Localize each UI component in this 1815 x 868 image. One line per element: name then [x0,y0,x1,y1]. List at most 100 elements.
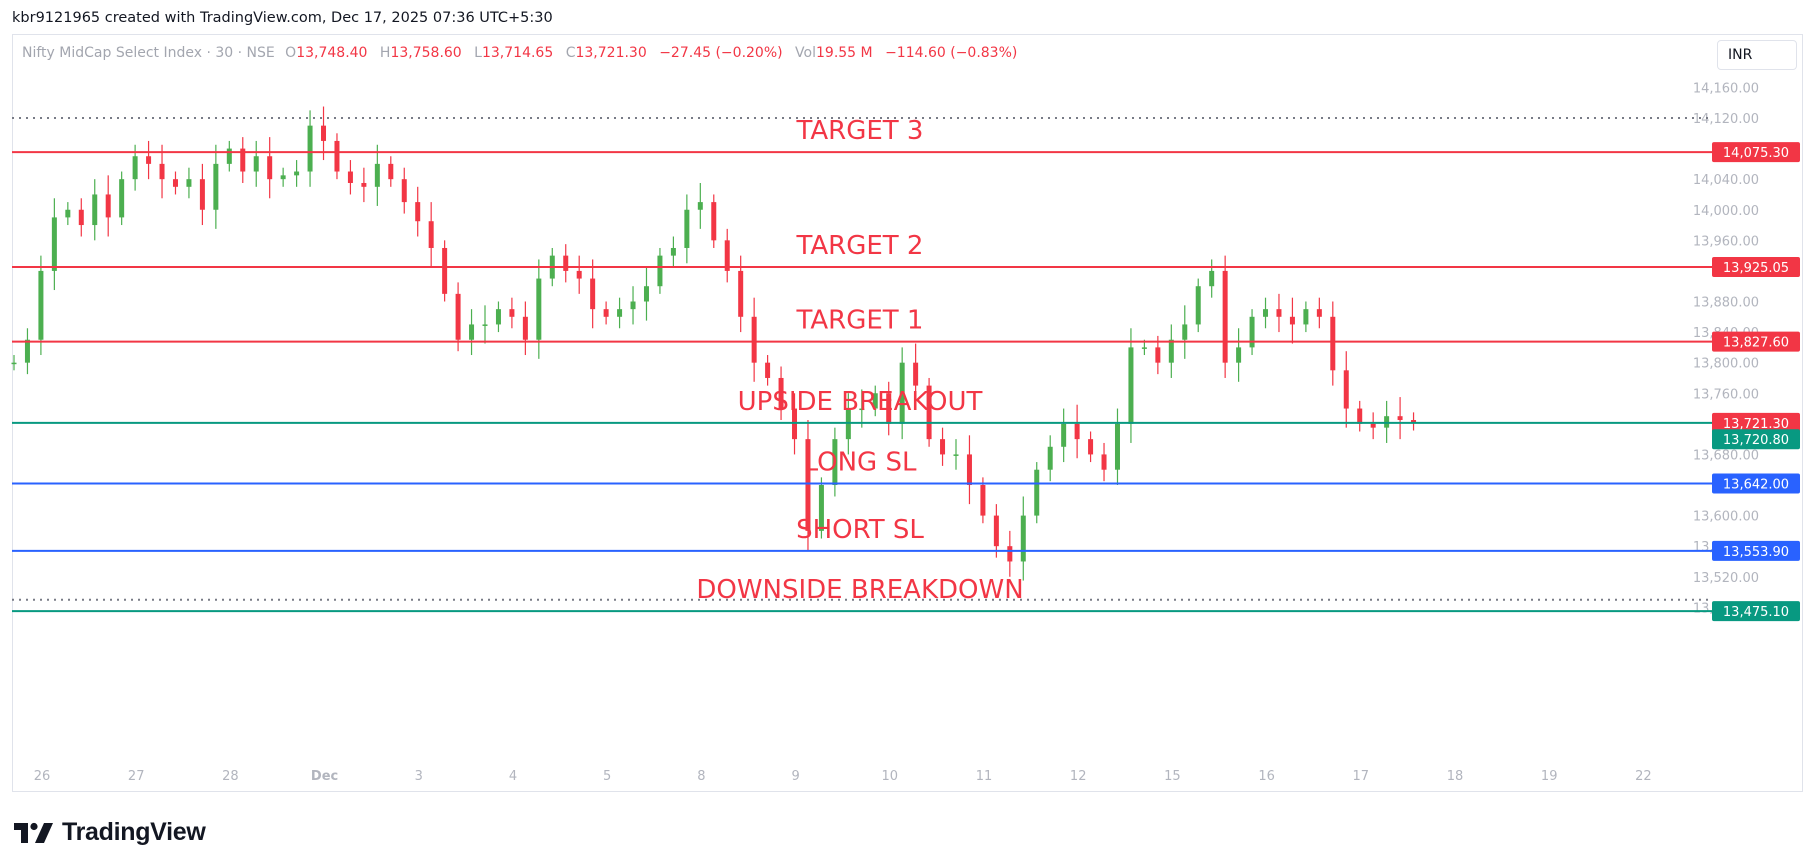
x-tick-label: 18 [1447,769,1464,784]
candle-body [980,485,986,516]
candle-body [1195,286,1201,325]
candle-body [280,175,286,180]
candle-body [159,163,165,180]
candle-body [307,125,313,172]
candle-body [805,439,811,531]
y-tick-label: 13,800.00 [1693,357,1759,372]
open-value: 13,748.40 [296,45,368,61]
candle-body [832,439,838,486]
candle-body [186,179,192,187]
y-tick-label: 14,120.00 [1693,112,1759,127]
y-tick-label: 13,680.00 [1693,448,1759,463]
level-annotation: TARGET 1 [796,306,924,336]
price-tag [1712,257,1800,278]
candle-body [361,182,367,187]
x-tick-label: 11 [976,769,993,784]
low-value: 13,714.65 [481,45,554,61]
level-annotation: DOWNSIDE BREAKDOWN [696,575,1023,605]
candle-body [630,301,636,310]
candle-body [374,163,380,187]
candle-body [199,179,205,210]
candle-body [603,309,609,317]
volume-label: Vol [795,45,816,61]
candle-body [940,439,946,455]
candle-body [1101,454,1107,470]
symbol-legend: Nifty MidCap Select Index · 30 · NSE O13… [22,45,1025,61]
x-tick-label: 26 [34,769,51,784]
level-annotation: SHORT SL [796,515,924,545]
candle-body [226,148,232,164]
candle-body [886,393,892,424]
price-tag [1712,473,1800,494]
candle-body [1155,347,1161,363]
x-tick-label: 3 [415,769,423,784]
price-tag-label: 13,642.00 [1723,477,1789,492]
chart-frame[interactable] [12,34,1803,792]
price-tag [1712,601,1800,622]
open-label: O [285,45,297,61]
candle-body [428,221,434,248]
brand-name: TradingView [62,818,206,846]
candle-body [1236,347,1242,363]
candle-body [146,156,152,164]
candle-body [818,485,824,531]
candle-body [670,247,676,256]
candle-body [51,217,57,271]
x-tick-label: Dec [311,769,338,784]
x-tick-label: 9 [791,769,799,784]
x-tick-label: 8 [697,769,705,784]
price-tag-label: 13,475.10 [1723,605,1789,620]
candle-body [38,270,44,340]
candle-body [859,408,865,411]
high-value: 13,758.60 [390,45,462,61]
tradingview-logo-icon [14,822,53,843]
close-label: C [565,45,576,61]
candle-body [495,309,501,325]
candle-body [1276,309,1282,317]
price-tag-label: 13,827.60 [1723,336,1789,351]
price-tag [1712,412,1800,433]
symbol-name[interactable]: Nifty MidCap Select Index · 30 · NSE [22,45,275,61]
x-tick-label: 28 [222,769,239,784]
price-tag [1712,429,1800,450]
candle-body [1343,370,1349,409]
candle-body [765,362,771,378]
candle-body [522,316,528,340]
candle-body [1411,420,1417,423]
candle-body [24,339,30,363]
candle-body [388,163,394,180]
x-tick-label: 19 [1541,769,1558,784]
x-tick-label: 4 [509,769,517,784]
candle-body [1128,347,1134,424]
candle-body [1114,423,1120,470]
candle-body [65,209,71,218]
candle-body [401,179,407,203]
candle-body [1209,270,1215,287]
candle-body [684,209,690,248]
price-tag [1712,142,1800,163]
candle-body [78,209,84,226]
candle-body [119,179,125,218]
y-tick-label: 14,160.00 [1693,81,1759,96]
y-tick-label: 13,600.00 [1693,510,1759,525]
candle-body [11,362,17,365]
candle-body [1289,316,1295,325]
candle-body [1357,408,1363,424]
candle-body [1316,309,1322,317]
candle-body [926,385,932,440]
currency-button[interactable]: INR [1717,40,1797,70]
candle-body [482,324,488,326]
candle-body [92,194,98,226]
candle-body [576,270,582,279]
candle-body [1141,347,1147,349]
candle-body [347,171,353,183]
level-annotation: UPSIDE BREAKOUT [738,387,983,417]
candle-body [711,202,717,241]
y-tick-label: 14,000.00 [1693,204,1759,219]
x-tick-label: 16 [1258,769,1275,784]
x-tick-label: 12 [1070,769,1087,784]
candle-body [1088,439,1094,455]
candle-body [1303,309,1309,325]
x-tick-label: 15 [1164,769,1181,784]
